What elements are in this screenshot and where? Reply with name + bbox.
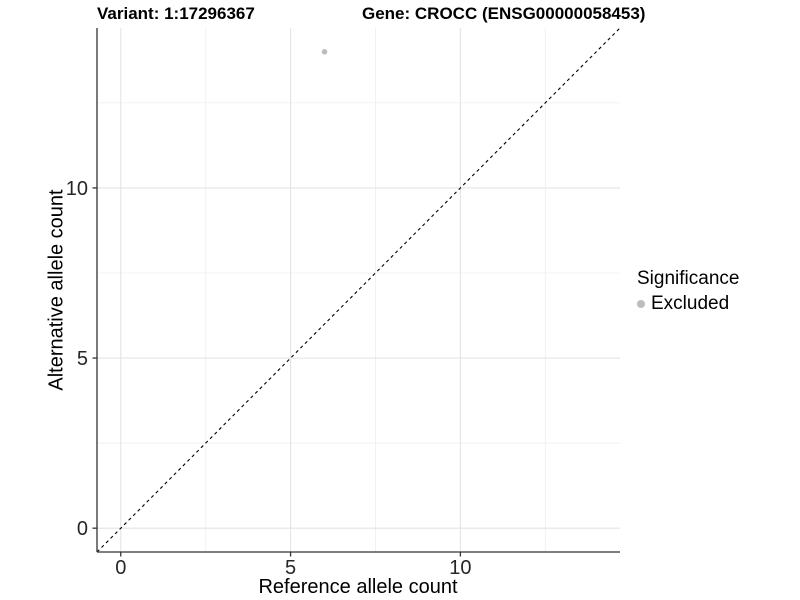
plot-title-variant: Variant: 1:17296367: [97, 4, 255, 23]
legend-item-label: Excluded: [651, 293, 730, 314]
legend: Significance Excluded: [637, 268, 739, 315]
legend-item-excluded: Excluded: [637, 293, 739, 315]
y-tick-label: 5: [77, 348, 88, 370]
x-tick-label: 0: [115, 557, 126, 579]
data-point: [321, 49, 328, 55]
x-axis-title: Reference allele count: [258, 576, 458, 598]
y-tick-label: 10: [66, 178, 88, 200]
y-tick-label: 0: [77, 518, 88, 540]
legend-title: Significance: [637, 268, 740, 289]
y-axis-title: Alternative allele count: [45, 189, 68, 391]
x-tick-label: 10: [449, 557, 471, 579]
plot-title-gene: Gene: CROCC (ENSG00000058453): [362, 4, 646, 23]
x-tick-label: 5: [285, 557, 296, 579]
legend-key-point-icon: [637, 300, 645, 308]
identity-line: [96, 27, 621, 553]
